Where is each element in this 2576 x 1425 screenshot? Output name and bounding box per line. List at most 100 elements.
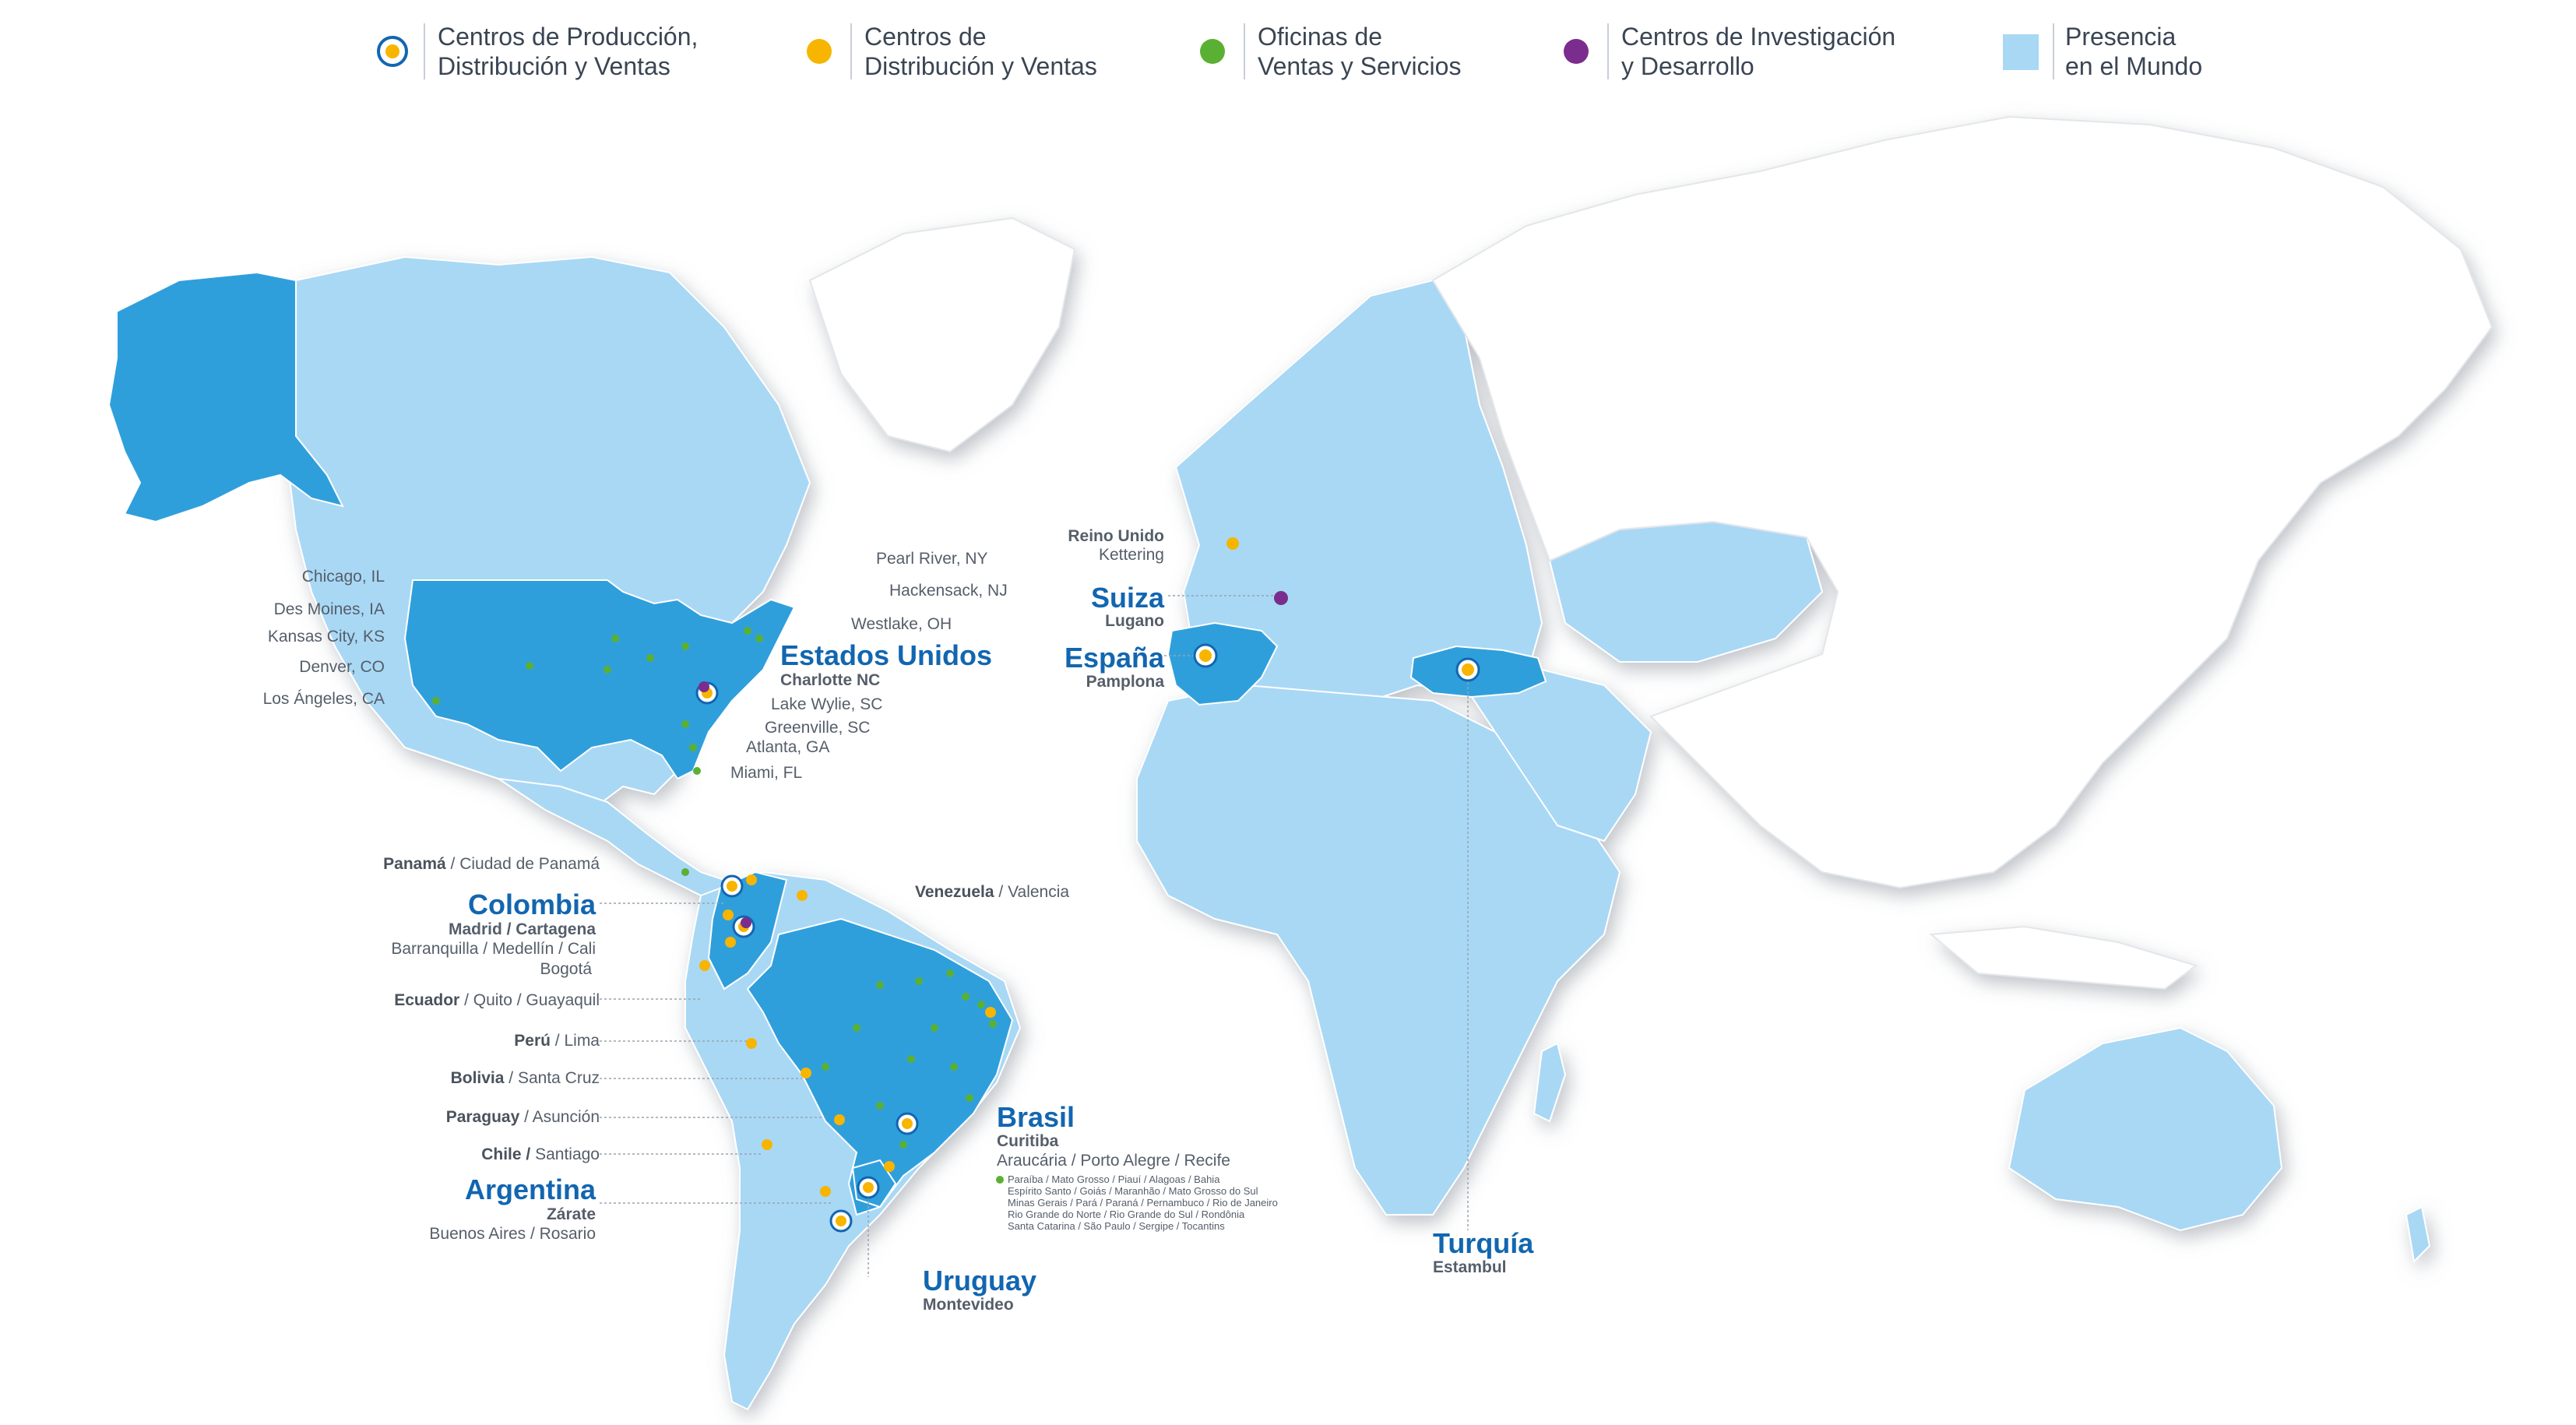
- indonesia: [1929, 925, 2198, 990]
- marker-sales-office: [853, 1024, 860, 1032]
- marker-distribution: [723, 910, 734, 920]
- usa-highlight: [403, 579, 796, 780]
- marker-research: [741, 917, 751, 928]
- label-uruguay-city: Montevideo: [923, 1296, 1014, 1314]
- label-colombia-main: Madrid / Cartagena: [448, 920, 596, 938]
- light-blue-square-icon: [2003, 34, 2039, 70]
- australia: [2008, 1026, 2283, 1232]
- marker-research: [699, 681, 709, 692]
- asia: [1431, 115, 2493, 889]
- legend-label: Oficinas de Ventas y Servicios: [1258, 23, 1462, 80]
- marker-distribution: [725, 937, 736, 948]
- label-venezuela: Venezuela / Valencia: [915, 883, 1070, 901]
- marker-production-dot: [1199, 649, 1212, 662]
- marker-sales-office: [604, 666, 611, 674]
- legend-label: Centros de Investigación y Desarrollo: [1621, 23, 1896, 80]
- brasil-states-list: Paraíba / Mato Grosso / Piauí / Alagoas …: [995, 1173, 1278, 1232]
- marker-distribution: [801, 1068, 811, 1078]
- marker-sales-office: [611, 635, 619, 642]
- label-paraguay: Paraguay / Asunción: [445, 1108, 600, 1126]
- marker-sales-office: [989, 1020, 997, 1028]
- legend-separator: [850, 23, 852, 79]
- label-suiza-city: Lugano: [1105, 612, 1164, 630]
- legend-label: Presencia en el Mundo: [2065, 23, 2203, 80]
- label-panama: Panamá / Ciudad de Panamá: [383, 855, 600, 873]
- marker-production-dot: [727, 881, 737, 892]
- middle-east: [1462, 668, 1652, 843]
- label-turquia: Turquía: [1433, 1227, 1534, 1259]
- marker-distribution: [820, 1186, 831, 1197]
- marker-production-dot: [836, 1216, 846, 1226]
- marker-sales-office: [689, 744, 697, 751]
- label-city: Pearl River, NY: [876, 550, 988, 568]
- label-brasil: Brasil: [997, 1101, 1075, 1133]
- label-city: Westlake, OH: [851, 615, 952, 633]
- marker-sales-office: [755, 635, 763, 642]
- alaska-highlight: [107, 271, 344, 523]
- marker-research: [1274, 591, 1288, 605]
- marker-distribution: [985, 1007, 996, 1018]
- marker-production-dot: [1462, 663, 1474, 676]
- marker-sales-office: [966, 1094, 973, 1102]
- label-city: Chicago, IL: [301, 568, 385, 586]
- marker-sales-office: [962, 993, 970, 1001]
- label-argentina-cities: Buenos Aires / Rosario: [429, 1225, 596, 1243]
- legend-separator: [424, 23, 425, 79]
- new-zealand: [2405, 1205, 2431, 1264]
- legend-separator: [2053, 23, 2054, 79]
- greenland: [808, 216, 1076, 453]
- label-bolivia: Bolivia / Santa Cruz: [450, 1069, 600, 1087]
- ring-dot-icon: [377, 36, 408, 67]
- marker-distribution: [746, 874, 757, 885]
- label-city: Des Moines, IA: [273, 600, 385, 618]
- marker-sales-office: [915, 977, 923, 985]
- label-ecuador: Ecuador / Quito / Guayaquil: [394, 991, 600, 1009]
- label-usa-title: Estados Unidos: [780, 639, 993, 671]
- marker-sales-office: [876, 981, 884, 989]
- label-city: Atlanta, GA: [746, 738, 830, 756]
- label-colombia-cities: Barranquilla / Medellín / Cali: [391, 940, 596, 958]
- label-espana: España: [1064, 642, 1164, 674]
- marker-sales-office: [432, 697, 440, 705]
- marker-sales-office: [899, 1141, 907, 1149]
- label-city: Los Ángeles, CA: [262, 690, 385, 708]
- marker-distribution: [699, 960, 710, 971]
- label-usa-main-city: Charlotte NC: [780, 671, 881, 689]
- espana-highlight: [1167, 621, 1279, 706]
- marker-sales-office: [681, 868, 689, 876]
- madagascar: [1533, 1042, 1567, 1123]
- label-city: Denver, CO: [299, 658, 385, 676]
- marker-sales-office: [876, 1102, 884, 1110]
- label-uk-name: Reino Unido: [1068, 527, 1164, 545]
- highlighted-countries: [107, 271, 1547, 1216]
- brasil-state-line: Santa Catarina / São Paulo / Sergipe / T…: [1008, 1220, 1225, 1232]
- brasil-state-line: Rio Grande do Norte / Rio Grande do Sul …: [1008, 1209, 1245, 1220]
- marker-sales-office: [907, 1055, 915, 1063]
- marker-sales-office: [931, 1024, 938, 1032]
- brasil-state-line: Paraíba / Mato Grosso / Piauí / Alagoas …: [1008, 1173, 1220, 1185]
- label-city: Kansas City, KS: [267, 628, 385, 646]
- marker-sales-office: [526, 662, 533, 670]
- marker-distribution: [834, 1114, 845, 1125]
- label-city: Lake Wylie, SC: [771, 695, 883, 713]
- marker-sales-office: [950, 1063, 958, 1071]
- marker-sales-office: [822, 1063, 829, 1071]
- label-uruguay: Uruguay: [923, 1265, 1037, 1297]
- label-uk-city: Kettering: [1098, 546, 1164, 564]
- legend-label: Centros de Producción, Distribución y Ve…: [438, 23, 699, 80]
- legend: Centros de Producción, Distribución y Ve…: [0, 0, 2576, 101]
- marker-sales-office: [681, 642, 689, 650]
- marker-distribution: [746, 1038, 757, 1049]
- label-colombia-bogota: Bogotá: [540, 960, 592, 978]
- label-city: Hackensack, NJ: [889, 582, 1008, 600]
- label-brasil-main: Curitiba: [997, 1132, 1059, 1150]
- marker-sales-office: [681, 720, 689, 728]
- marker-distribution: [762, 1139, 772, 1150]
- marker-production-dot: [863, 1182, 874, 1193]
- label-chile: Chile / Santiago: [481, 1145, 600, 1163]
- label-peru: Perú / Lima: [514, 1032, 600, 1050]
- marker-sales-office: [977, 1001, 985, 1008]
- label-espana-city: Pamplona: [1086, 673, 1164, 691]
